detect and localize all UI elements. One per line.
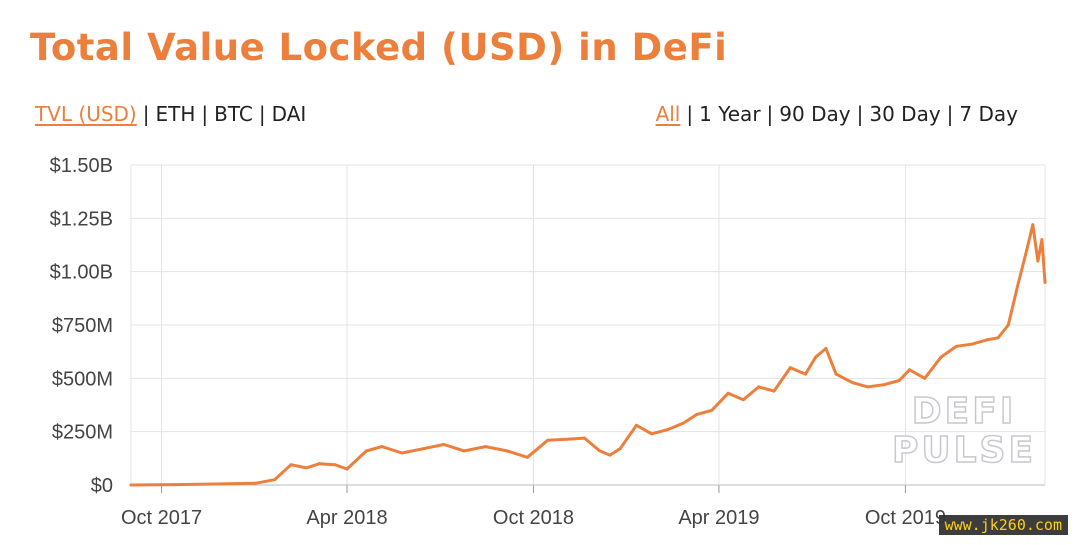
data-point	[364, 449, 368, 453]
data-point	[380, 445, 384, 449]
data-point	[907, 368, 911, 372]
data-point	[400, 451, 404, 455]
tab-range-all[interactable]: All	[655, 102, 681, 126]
data-point	[804, 372, 808, 376]
data-point	[174, 483, 178, 487]
data-point	[253, 481, 257, 485]
data-point	[505, 449, 509, 453]
data-point	[608, 453, 612, 457]
data-point	[273, 478, 277, 482]
x-tick-label: Apr 2019	[678, 507, 759, 529]
data-point	[484, 445, 488, 449]
tab-separator: |	[142, 102, 150, 126]
tab-separator: |	[686, 102, 694, 126]
page-title: Total Value Locked (USD) in DeFi	[30, 26, 728, 69]
data-point	[462, 449, 466, 453]
data-point	[850, 381, 854, 385]
data-point	[834, 372, 838, 376]
x-tick-label: Apr 2018	[306, 507, 387, 529]
tab-separator: |	[946, 102, 954, 126]
data-point	[1006, 323, 1010, 327]
watermark-line-2: PULSE	[892, 430, 1036, 471]
tvl-line-chart[interactable]: $0 $250M $500M $750M $1.00B $1.25B $1.50B Oct 2…	[0, 140, 1080, 545]
x-tick-label: Oct 2017	[121, 507, 202, 529]
data-point	[582, 436, 586, 440]
data-point	[882, 383, 886, 387]
x-tick-label: Oct 2019	[865, 507, 946, 529]
data-point	[1031, 223, 1035, 227]
data-point	[897, 378, 901, 382]
data-point	[866, 385, 870, 389]
defi-pulse-watermark: DEFI PULSE	[891, 390, 1036, 472]
data-point	[681, 421, 685, 425]
tab-range-30-day[interactable]: 30 Day	[869, 102, 941, 126]
x-tick-label: Oct 2018	[493, 507, 574, 529]
y-tick-label: $1.00B	[50, 262, 113, 284]
data-point	[1043, 280, 1047, 284]
data-point	[129, 483, 133, 487]
y-tick-label: $500M	[52, 368, 113, 390]
data-point	[695, 413, 699, 417]
tab-dai[interactable]: DAI	[271, 102, 307, 126]
corner-watermark: www.jk260.com	[938, 515, 1068, 535]
data-point	[788, 366, 792, 370]
tab-separator: |	[766, 102, 774, 126]
series-line	[129, 223, 1047, 487]
data-point	[814, 355, 818, 359]
tab-separator: |	[856, 102, 864, 126]
data-point	[970, 342, 974, 346]
data-point	[1036, 259, 1040, 263]
data-point	[824, 346, 828, 350]
data-point	[442, 442, 446, 446]
data-point	[634, 423, 638, 427]
y-tick-label: $1.25B	[50, 208, 113, 230]
data-point	[996, 336, 1000, 340]
data-point	[333, 463, 337, 467]
tab-tvl-usd[interactable]: TVL (USD)	[35, 102, 137, 126]
tab-btc[interactable]: BTC	[214, 102, 253, 126]
data-point	[954, 344, 958, 348]
data-point	[525, 455, 529, 459]
data-point	[618, 447, 622, 451]
tab-range-1-year[interactable]: 1 Year	[699, 102, 761, 126]
range-tab-bar: All | 1 Year | 90 Day | 30 Day | 7 Day	[656, 102, 1018, 126]
data-point	[757, 385, 761, 389]
metric-tab-bar: TVL (USD) | ETH | BTC | DAI	[35, 102, 306, 126]
y-tick-label: $0	[91, 475, 113, 497]
data-point	[741, 398, 745, 402]
data-point	[304, 466, 308, 470]
tab-range-7-day[interactable]: 7 Day	[959, 102, 1018, 126]
data-point	[726, 391, 730, 395]
data-point	[710, 408, 714, 412]
data-point	[985, 338, 989, 342]
series-layer	[129, 223, 1047, 487]
data-point	[1040, 238, 1044, 242]
data-point	[421, 447, 425, 451]
tab-separator: |	[258, 102, 266, 126]
data-point	[289, 463, 293, 467]
y-tick-label: $250M	[52, 422, 113, 444]
y-tick-label: $750M	[52, 315, 113, 337]
data-point	[772, 389, 776, 393]
tab-range-90-day[interactable]: 90 Day	[779, 102, 851, 126]
watermark-line-1: DEFI	[912, 391, 1016, 432]
tab-eth[interactable]: ETH	[155, 102, 196, 126]
data-point	[1017, 280, 1021, 284]
axis-layer: $0 $250M $500M $750M $1.00B $1.25B $1.50B Oct 2…	[50, 155, 1045, 529]
data-point	[222, 482, 226, 486]
data-point	[318, 462, 322, 466]
data-point	[923, 376, 927, 380]
data-point	[650, 432, 654, 436]
data-point	[939, 355, 943, 359]
tab-separator: |	[201, 102, 209, 126]
data-point	[1025, 248, 1029, 252]
data-point	[666, 428, 670, 432]
grid-layer	[130, 164, 1046, 486]
data-point	[546, 438, 550, 442]
data-point	[345, 467, 349, 471]
data-point	[567, 437, 571, 441]
y-tick-label: $1.50B	[50, 155, 113, 177]
data-point	[598, 449, 602, 453]
